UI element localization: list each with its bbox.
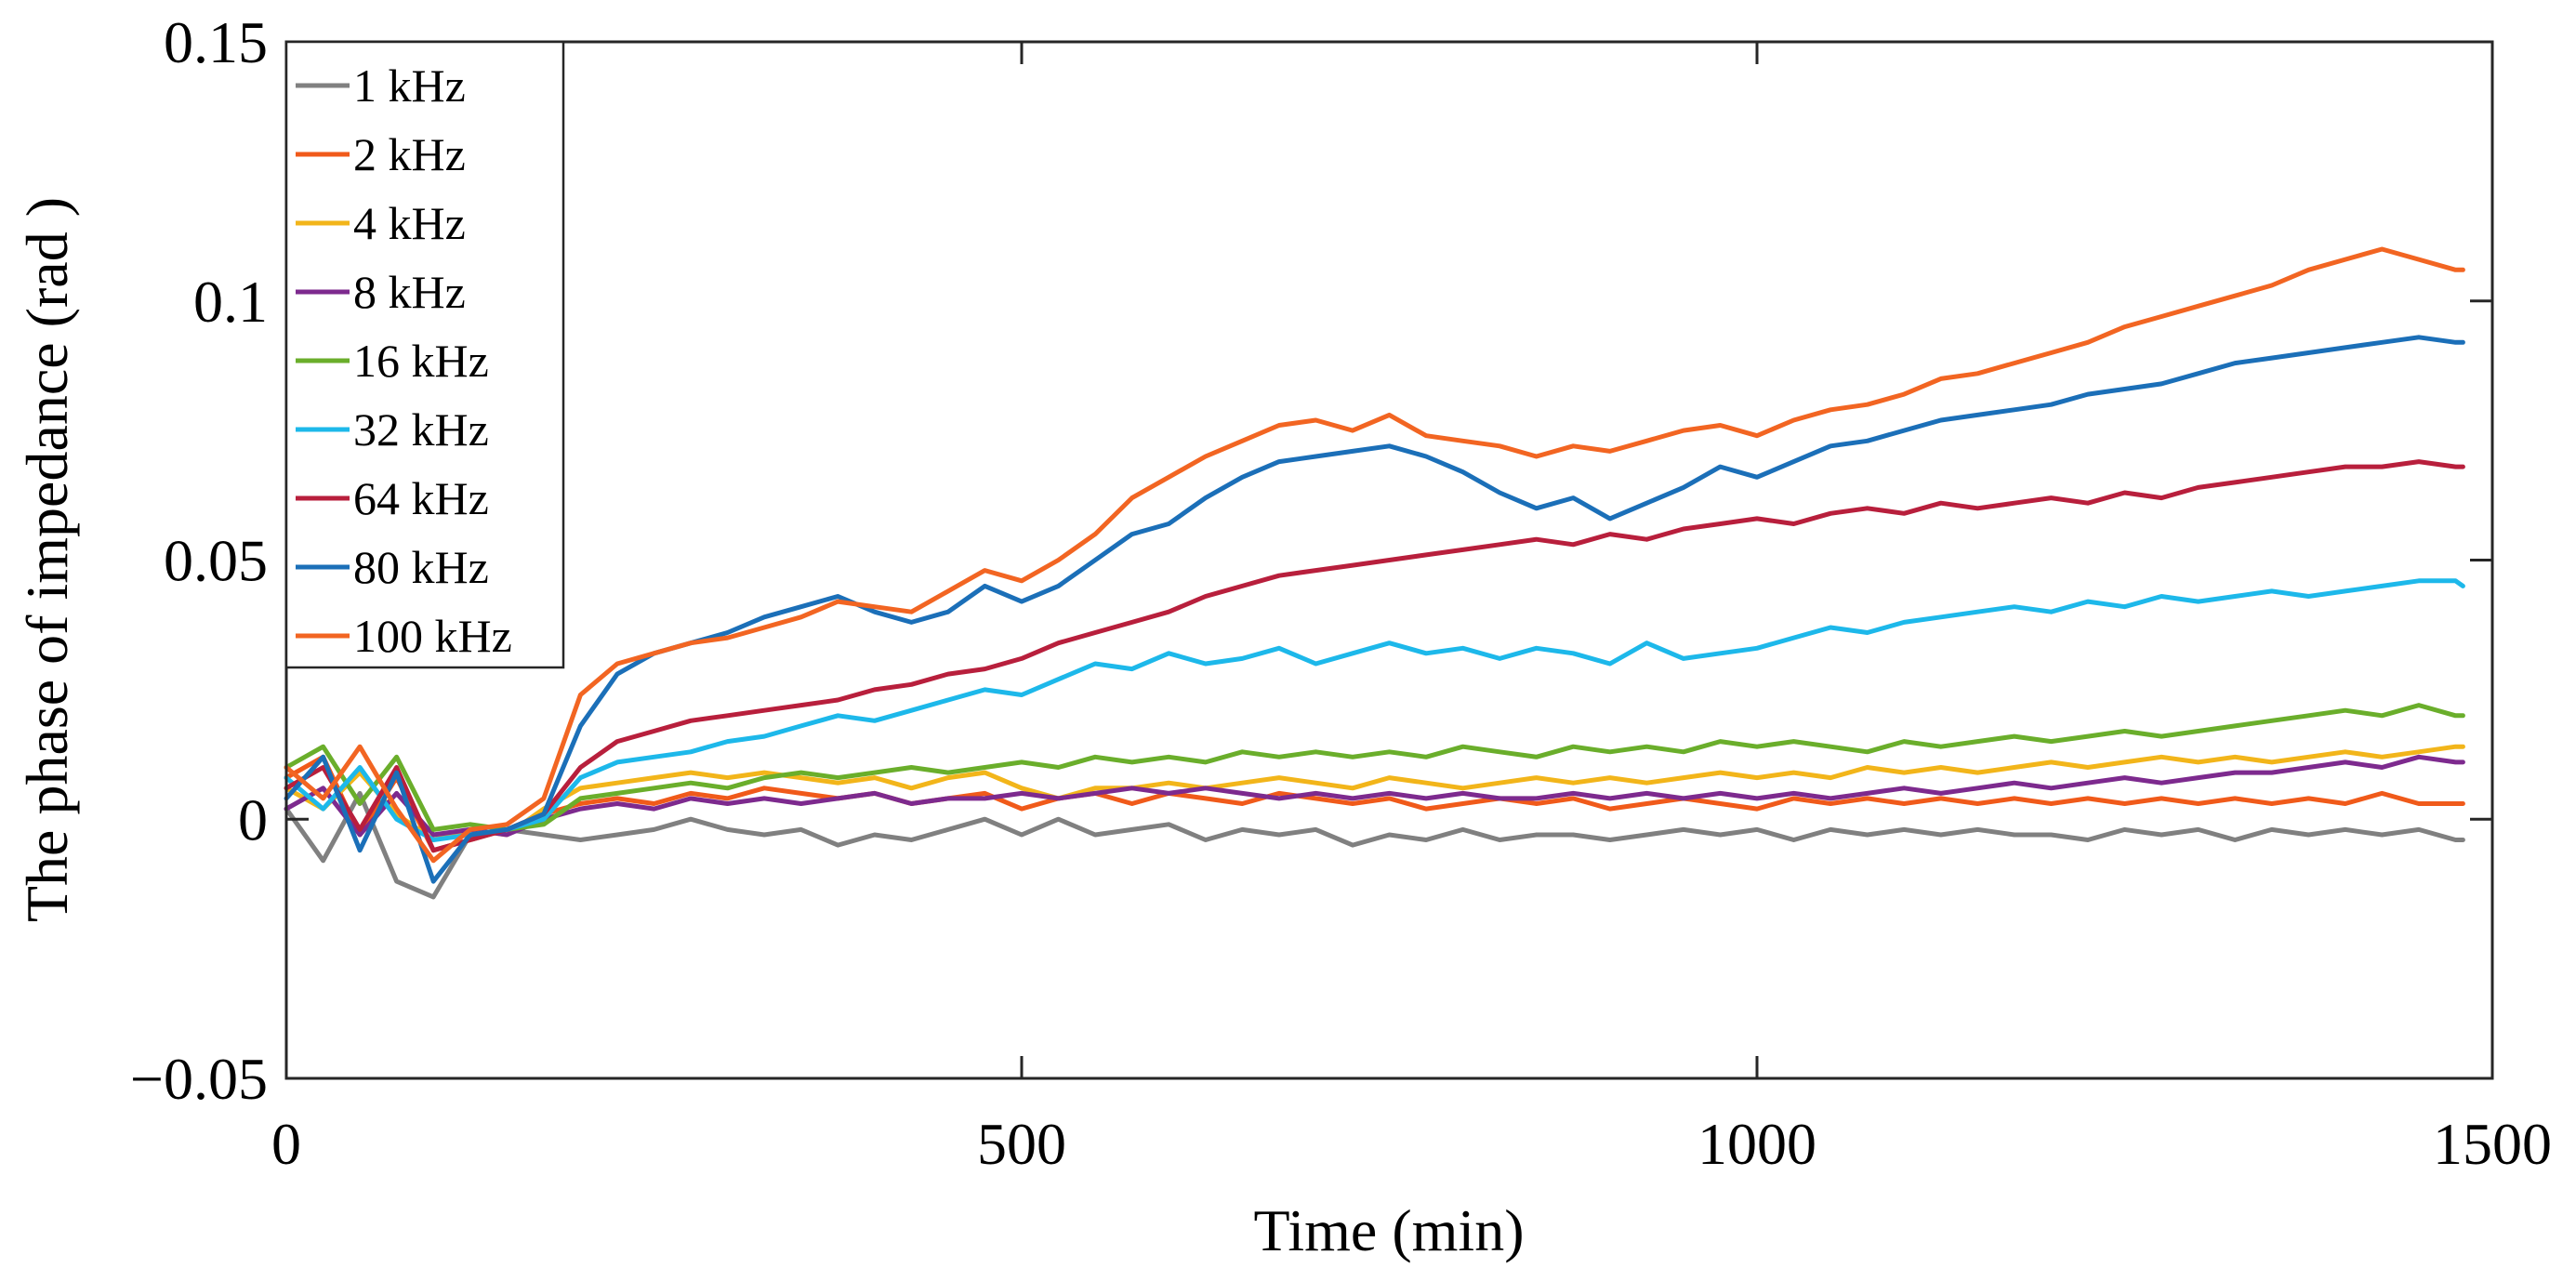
legend-label: 2 kHz	[353, 128, 466, 180]
x-tick-label: 0	[271, 1111, 301, 1177]
legend-label: 1 kHz	[353, 59, 466, 112]
series-line-1	[284, 754, 2465, 853]
y-axis-label: The phase of impedance (rad )	[14, 197, 80, 922]
legend-label: 80 kHz	[353, 541, 489, 593]
x-tick-label: 500	[977, 1111, 1066, 1177]
legend-label: 8 kHz	[353, 266, 466, 318]
y-tick-label: 0.05	[164, 528, 268, 594]
legend-box	[284, 40, 565, 669]
legend-label: 64 kHz	[353, 472, 489, 524]
legend-label: 4 kHz	[353, 197, 466, 249]
series-layer	[284, 246, 2465, 900]
legend: 1 kHz 2 kHz 4 kHz 8 kHz 16 kHz 32 kHz 64 kHz 80…	[296, 59, 512, 662]
y-tick-label: −0.05	[130, 1046, 268, 1112]
x-tick-label: 1500	[2433, 1111, 2552, 1177]
y-tick-label: 0	[238, 786, 268, 852]
y-tick-label: 0.15	[164, 9, 268, 75]
series-line-3	[284, 754, 2465, 838]
series-line-2	[284, 744, 2465, 842]
series-line-5	[284, 578, 2465, 842]
series-line-8	[284, 246, 2465, 864]
legend-label: 16 kHz	[353, 335, 489, 387]
series-line-6	[284, 459, 2465, 853]
x-tick-label: 1000	[1698, 1111, 1816, 1177]
legend-label: 32 kHz	[353, 403, 489, 456]
y-tick-label: 0.1	[193, 269, 268, 335]
legend-label: 100 kHz	[353, 610, 512, 662]
series-line-0	[284, 790, 2465, 900]
series-line-4	[284, 703, 2465, 832]
x-axis-label: Time (min)	[1254, 1197, 1525, 1263]
